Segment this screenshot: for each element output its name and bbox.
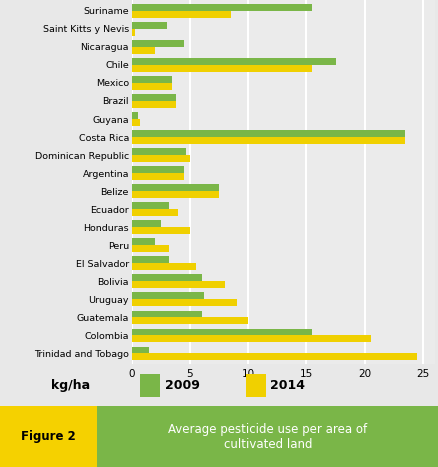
Text: kg/ha: kg/ha [50,379,90,392]
Bar [131,299,236,306]
Bar [131,256,169,263]
Bar [131,245,169,252]
Bar [131,58,335,65]
Bar [140,374,160,397]
Bar [245,374,265,397]
Bar [131,281,224,288]
Bar [131,329,311,335]
Bar [131,209,178,216]
Bar [131,347,149,354]
Bar [131,202,169,209]
Bar [131,76,172,83]
Bar [96,406,438,467]
Bar [0,406,96,467]
Bar [131,173,184,180]
Bar [131,148,186,155]
Text: Figure 2: Figure 2 [21,430,75,443]
Bar [131,166,184,173]
Bar [131,11,230,18]
Bar [131,191,219,198]
Bar [131,311,201,318]
Text: 2009: 2009 [164,379,199,392]
Text: Average pesticide use per area of
cultivated land: Average pesticide use per area of cultiv… [168,423,367,451]
Bar [131,130,405,137]
Bar [131,4,311,11]
Bar [131,335,370,342]
Bar [131,238,155,245]
Bar [131,65,311,72]
Bar [131,22,166,29]
Bar [131,220,160,227]
Bar [131,275,201,281]
Bar [131,354,416,361]
Bar [131,227,190,234]
Bar [131,137,405,144]
Bar [131,94,176,101]
Bar [131,29,135,35]
Bar [131,101,176,108]
Bar [131,292,204,299]
Bar [131,40,184,47]
Bar [131,184,219,191]
Bar [131,318,247,324]
Text: 2014: 2014 [269,379,304,392]
Bar [131,263,195,270]
Bar [131,119,140,126]
Bar [131,83,172,90]
Bar [131,155,190,162]
Bar [131,112,137,119]
Bar [131,47,155,54]
